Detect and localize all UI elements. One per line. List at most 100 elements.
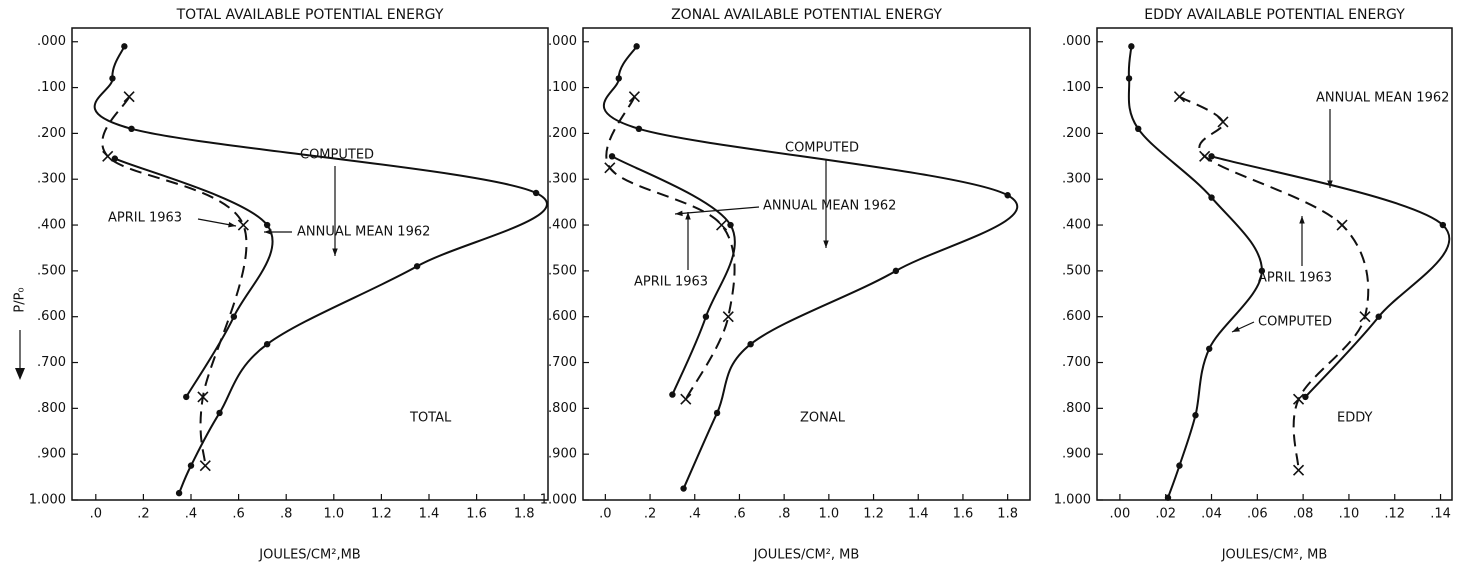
series-annotation: ANNUAL MEAN 1962	[1316, 91, 1449, 106]
point	[1206, 345, 1213, 352]
y-tick-label: .800	[1062, 401, 1091, 416]
series-annotation: ANNUAL MEAN 1962	[297, 225, 430, 240]
point	[532, 189, 540, 197]
x-tick-label: .08	[1293, 507, 1314, 522]
y-tick-label: .600	[548, 309, 577, 324]
x-marker	[716, 219, 728, 231]
x-tick-label: .8	[280, 507, 292, 522]
y-tick-label: .100	[548, 80, 577, 95]
x-tick-label: .12	[1384, 507, 1405, 522]
y-tick-label: 1.000	[29, 493, 66, 508]
y-tick-label: .700	[548, 355, 577, 370]
x-tick-label: .10	[1339, 507, 1360, 522]
y-tick-label: .500	[548, 263, 577, 278]
y-tick-label: .100	[37, 80, 66, 95]
x-marker	[1217, 116, 1229, 128]
panel-label: ZONAL	[800, 411, 846, 426]
point	[747, 340, 754, 348]
point	[1208, 194, 1215, 201]
point	[635, 125, 643, 133]
x-marker	[199, 460, 211, 472]
curve	[602, 45, 1019, 489]
y-tick-label: .000	[1062, 34, 1091, 49]
y-tick-label: 1.000	[1054, 493, 1091, 508]
x-tick-label: 1.8	[997, 507, 1018, 522]
point	[713, 409, 721, 417]
point	[1192, 412, 1199, 419]
point	[702, 313, 710, 320]
y-tick-label: .500	[37, 263, 66, 278]
panel: TOTAL AVAILABLE POTENTIAL ENERGY JOULES/C…	[13, 7, 549, 563]
x-marker	[197, 391, 209, 403]
y-tick-label: .600	[37, 309, 66, 324]
y-tick-label: .300	[37, 172, 66, 187]
x-marker	[1359, 311, 1371, 323]
arrow-head	[823, 240, 829, 248]
x-marker	[1199, 150, 1211, 162]
y-tick-label: .800	[37, 401, 66, 416]
x-axis-label: JOULES/CM², MB	[1221, 548, 1328, 563]
arrow-head	[1299, 216, 1305, 224]
plot-frame	[582, 27, 1031, 501]
point	[1439, 221, 1447, 229]
point	[109, 75, 116, 82]
y-tick-label: .200	[37, 126, 66, 141]
point	[263, 340, 271, 348]
curve	[611, 155, 736, 395]
point	[669, 391, 676, 398]
x-marker	[1173, 91, 1186, 103]
plot-frame	[71, 27, 549, 501]
panel-label: EDDY	[1337, 411, 1373, 426]
point	[1128, 43, 1135, 50]
x-tick-label: .14	[1430, 507, 1451, 522]
x-tick-label: 1.0	[819, 507, 840, 522]
point	[892, 267, 900, 275]
x-tick-label: .0	[599, 507, 611, 522]
y-tick-label: 1.000	[540, 493, 577, 508]
y-tick-label: .900	[1062, 447, 1091, 462]
series-annotation: APRIL 1963	[108, 211, 182, 226]
x-tick-label: .04	[1201, 507, 1222, 522]
y-tick-label: .400	[548, 218, 577, 233]
point	[128, 125, 135, 133]
point	[1302, 393, 1309, 401]
series-annotation: ANNUAL MEAN 1962	[763, 199, 896, 214]
x-tick-label: .4	[689, 507, 701, 522]
x-tick-label: .00	[1110, 507, 1131, 522]
annotation-arrow	[674, 206, 760, 215]
chart-title: TOTAL AVAILABLE POTENTIAL ENERGY	[176, 7, 444, 23]
arrow-head	[1327, 180, 1333, 188]
point	[1125, 75, 1133, 82]
point	[216, 409, 223, 417]
point	[615, 75, 622, 82]
series-annotation: COMPUTED	[300, 148, 374, 163]
y-axis-arrow-head	[15, 368, 25, 380]
point	[175, 489, 183, 497]
x-tick-label: .4	[185, 507, 197, 522]
curve	[93, 45, 548, 494]
y-axis-label: P/P₀	[13, 287, 28, 312]
x-tick-label: .2	[644, 507, 656, 522]
point	[1258, 267, 1266, 275]
y-tick-label: .200	[1062, 126, 1091, 141]
y-tick-label: .400	[1062, 218, 1091, 233]
y-tick-label: .700	[1062, 355, 1091, 370]
x-tick-label: .6	[232, 507, 244, 522]
y-tick-label: .900	[37, 447, 66, 462]
plot-frame	[1096, 27, 1453, 501]
x-tick-label: .2	[137, 507, 149, 522]
y-tick-label: .400	[37, 218, 66, 233]
point	[263, 221, 271, 229]
y-tick-label: .700	[37, 355, 66, 370]
point	[413, 263, 421, 270]
panel: EDDY AVAILABLE POTENTIAL ENERGY JOULES/CM…	[1054, 7, 1453, 563]
x-tick-label: 1.6	[466, 507, 487, 522]
curve	[101, 96, 248, 466]
y-tick-label: .000	[548, 34, 577, 49]
arrow-head	[264, 229, 272, 235]
x-tick-label: 1.2	[863, 507, 884, 522]
point	[633, 43, 640, 50]
point	[230, 313, 238, 320]
x-tick-label: .6	[733, 507, 745, 522]
chart-title: EDDY AVAILABLE POTENTIAL ENERGY	[1144, 7, 1405, 23]
